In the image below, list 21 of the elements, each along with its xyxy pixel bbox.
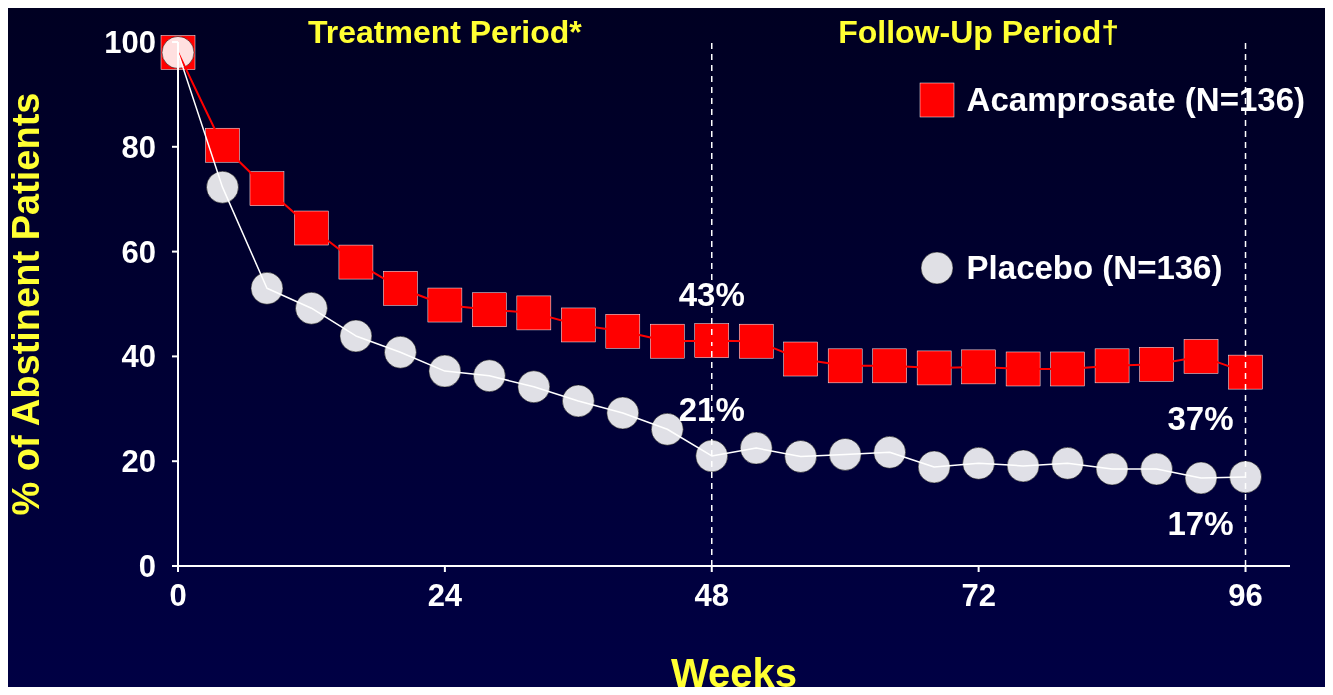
data-label: 17% [1167,504,1234,542]
y-tick-label: 100 [104,25,156,61]
y-tick-label: 20 [121,444,156,480]
y-tick-label: 60 [121,234,156,270]
data-label: 43% [678,275,745,313]
x-tick-label: 96 [1228,578,1263,614]
y-tick-label: 40 [121,339,156,375]
x-axis-title: Weeks [670,651,798,695]
legend-label: Placebo (N=136) [966,249,1223,287]
annotation: Follow-Up Period† [838,14,1120,51]
x-tick-label: 0 [169,578,187,614]
y-axis-title: % of Abstinent Patients [5,92,48,516]
x-tick-label: 48 [694,578,729,614]
data-label: 21% [678,390,745,428]
annotation: Treatment Period* [307,14,582,51]
x-tick-label: 24 [427,578,463,614]
y-tick-label: 0 [138,549,156,585]
y-tick-label: 80 [121,129,156,165]
x-tick-label: 72 [961,578,996,614]
legend-label: Acamprosate (N=136) [966,81,1305,119]
data-label: 37% [1167,400,1234,438]
